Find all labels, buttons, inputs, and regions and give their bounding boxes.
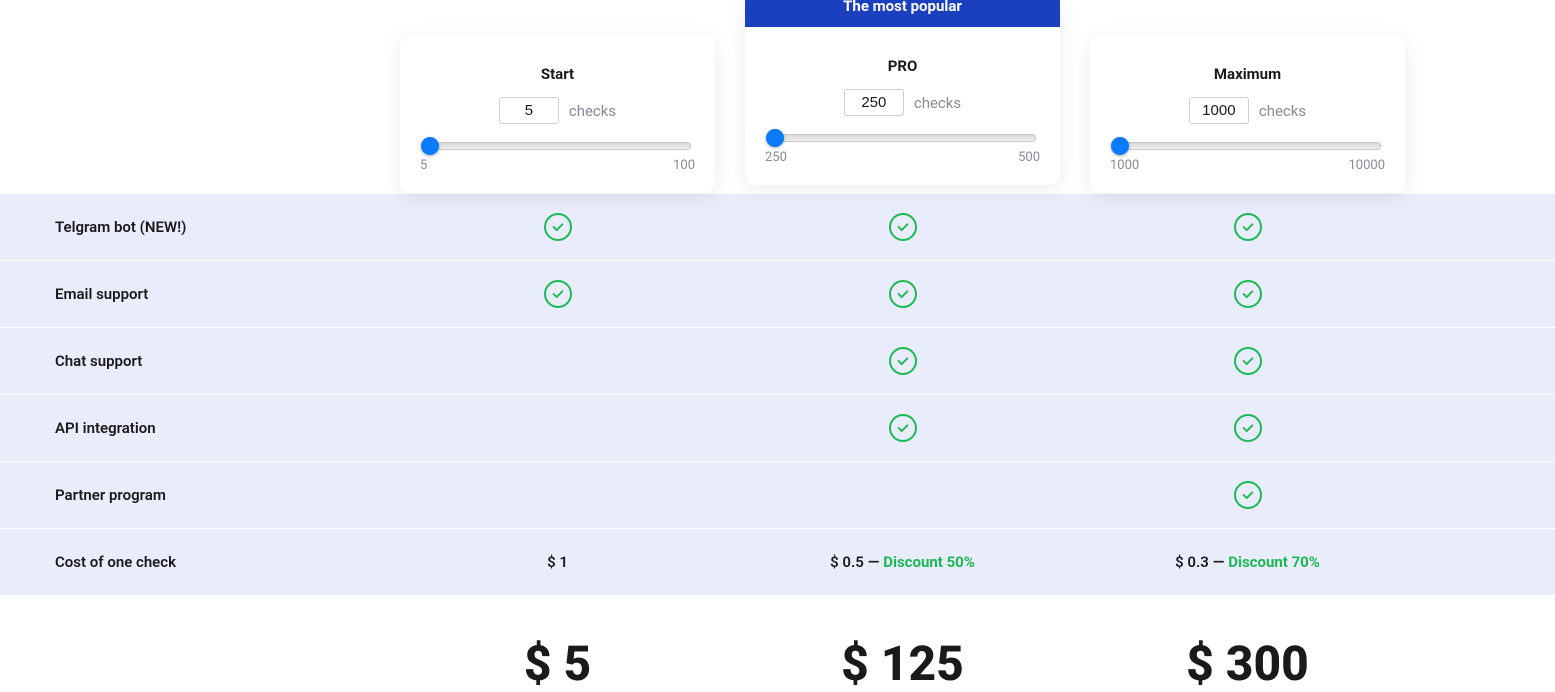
feature-label: API integration <box>0 419 400 437</box>
feature-label: Partner program <box>0 486 400 504</box>
check-icon <box>544 213 572 241</box>
feature-table: Telgram bot (NEW!) Email support Chat supp… <box>0 193 1555 595</box>
feature-cell <box>1090 414 1405 442</box>
cost-cell: $ 0.5 — Discount 50% <box>745 553 1060 571</box>
checks-unit-label: checks <box>1259 102 1306 120</box>
check-icon <box>1234 481 1262 509</box>
cost-per-check: $ 0.3 <box>1175 553 1209 571</box>
discount-label: Discount 70% <box>1228 553 1320 571</box>
slider-range-labels: 5 100 <box>420 158 695 173</box>
feature-cell <box>745 347 1060 375</box>
slider-thumb[interactable] <box>766 129 784 147</box>
checks-slider[interactable] <box>769 134 1036 142</box>
feature-label: Chat support <box>0 352 400 370</box>
checks-row: checks <box>420 97 695 124</box>
feature-row: Chat support <box>0 327 1555 394</box>
check-icon <box>889 347 917 375</box>
popular-ribbon: The most popular <box>745 0 1060 27</box>
checks-slider[interactable] <box>424 142 691 150</box>
plan-card-maximum: Maximum checks 1000 10000 <box>1090 35 1405 193</box>
checks-input[interactable] <box>844 89 904 116</box>
check-icon <box>1234 414 1262 442</box>
feature-cell <box>1090 347 1405 375</box>
check-icon <box>544 280 572 308</box>
feature-cell <box>400 280 715 308</box>
slider-min-label: 5 <box>420 158 427 173</box>
feature-cell <box>745 414 1060 442</box>
checks-slider[interactable] <box>1114 142 1381 150</box>
plan-card-start: Start checks 5 100 <box>400 35 715 193</box>
slider-thumb[interactable] <box>1111 137 1129 155</box>
plan-card-pro: The most popular PRO checks 250 500 <box>745 0 1060 185</box>
feature-row: Telgram bot (NEW!) <box>0 193 1555 260</box>
plan-title: Maximum <box>1110 65 1385 83</box>
cost-cell: $ 1 <box>400 553 715 571</box>
slider-range-labels: 250 500 <box>765 150 1040 165</box>
cost-per-check: $ 1 <box>547 553 568 571</box>
slider-max-label: 10000 <box>1348 158 1385 173</box>
discount-label: Discount 50% <box>883 553 975 571</box>
feature-cell <box>745 213 1060 241</box>
feature-label: Telgram bot (NEW!) <box>0 218 400 236</box>
slider-max-label: 100 <box>673 158 695 173</box>
feature-row: API integration <box>0 394 1555 461</box>
plan-price: $ 300 <box>1090 635 1405 692</box>
check-icon <box>1234 280 1262 308</box>
cost-row: Cost of one check $ 1 $ 0.5 — Discount 50%… <box>0 528 1555 595</box>
check-icon <box>889 414 917 442</box>
dash: — <box>868 553 879 571</box>
feature-label: Email support <box>0 285 400 303</box>
feature-cell <box>1090 280 1405 308</box>
check-icon <box>1234 213 1262 241</box>
slider-min-label: 1000 <box>1110 158 1139 173</box>
plan-title: Start <box>420 65 695 83</box>
checks-unit-label: checks <box>569 102 616 120</box>
check-icon <box>1234 347 1262 375</box>
checks-input[interactable] <box>499 97 559 124</box>
plan-title: PRO <box>765 57 1040 75</box>
cost-per-check: $ 0.5 <box>830 553 864 571</box>
slider-range-labels: 1000 10000 <box>1110 158 1385 173</box>
feature-cell <box>400 213 715 241</box>
checks-row: checks <box>765 89 1040 116</box>
feature-row: Partner program <box>0 461 1555 528</box>
slider-max-label: 500 <box>1018 150 1040 165</box>
dash: — <box>1213 553 1224 571</box>
feature-cell <box>1090 481 1405 509</box>
slider-thumb[interactable] <box>421 137 439 155</box>
cost-row-label: Cost of one check <box>0 553 400 571</box>
cost-cell: $ 0.3 — Discount 70% <box>1090 553 1405 571</box>
plan-price: $ 5 <box>400 635 715 692</box>
check-icon <box>889 280 917 308</box>
feature-row: Email support <box>0 260 1555 327</box>
plan-price: $ 125 <box>745 635 1060 692</box>
slider-min-label: 250 <box>765 150 787 165</box>
check-icon <box>889 213 917 241</box>
checks-input[interactable] <box>1189 97 1249 124</box>
feature-cell <box>745 280 1060 308</box>
checks-row: checks <box>1110 97 1385 124</box>
feature-cell <box>1090 213 1405 241</box>
checks-unit-label: checks <box>914 94 961 112</box>
